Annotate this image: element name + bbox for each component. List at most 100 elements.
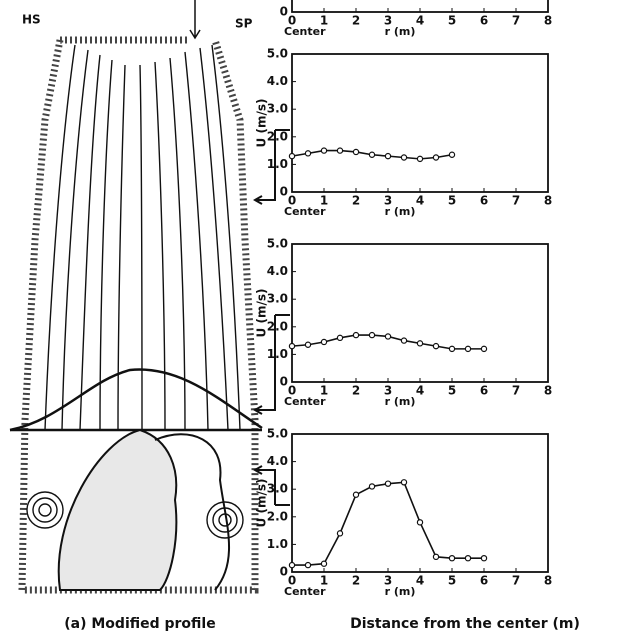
data-point [384, 333, 392, 340]
y-tick-label: 4.0 [267, 454, 288, 468]
data-point [352, 148, 360, 156]
y-tick-label: 0 [280, 565, 288, 579]
flow-lines [44, 44, 241, 431]
figure-caption: Distance from the center (m) [350, 616, 580, 632]
data-point [288, 561, 296, 569]
vortex-right [206, 501, 244, 539]
x-tick-label: 7 [512, 14, 520, 28]
x-axis-label: r (m) [385, 585, 416, 598]
x-tick-label: 0 [288, 14, 296, 28]
x-tick-label: 8 [544, 194, 552, 208]
data-point [320, 147, 328, 154]
x-tick-label: 6 [480, 14, 488, 28]
y-axis-label: U (m/s) [255, 479, 269, 528]
x-axis-label: r (m) [385, 25, 416, 38]
sp-label: SP [235, 17, 253, 31]
x-tick-label: 1 [320, 384, 328, 398]
x-tick-label: 7 [512, 574, 520, 588]
x-tick-label: 3 [384, 574, 392, 588]
y-tick-label: 3.0 [267, 482, 288, 496]
diagram-caption: (a) Modified profile [64, 616, 215, 632]
data-point [416, 155, 424, 163]
data-point [320, 338, 328, 346]
y-tick-label: 5.0 [267, 427, 288, 441]
x-tick-label: 5 [448, 194, 456, 208]
x-tick-label: 4 [416, 384, 424, 398]
x-tick-label: 1 [320, 194, 328, 208]
inlet-arrow [189, 0, 201, 40]
data-point [464, 345, 472, 353]
x-tick-label: 5 [448, 14, 456, 28]
x-tick-label: 6 [480, 574, 488, 588]
x-tick-label: 2 [352, 384, 360, 398]
data-point [304, 150, 312, 157]
data-point [432, 154, 440, 161]
y-tick-label: 4.0 [267, 264, 288, 278]
x-tick-label: 6 [480, 384, 488, 398]
x-tick-label: 8 [544, 14, 552, 28]
x-tick-label: 4 [416, 574, 424, 588]
data-point [448, 555, 456, 562]
y-tick-label: 1.0 [267, 347, 288, 361]
data-point [320, 560, 328, 567]
x-tick-label: 4 [416, 194, 424, 208]
hs-label: HS [22, 13, 41, 27]
data-point [416, 519, 424, 526]
y-axis-label: U (m/s) [255, 99, 269, 148]
data-point [304, 561, 312, 569]
origin-label: Center [284, 205, 326, 218]
data-point [464, 555, 472, 562]
y-tick-label: 2.0 [267, 129, 288, 143]
x-tick-label: 0 [288, 574, 296, 588]
x-tick-label: 8 [544, 384, 552, 398]
x-tick-label: 0 [288, 384, 296, 398]
x-tick-label: 2 [352, 574, 360, 588]
x-tick-label: 6 [480, 194, 488, 208]
data-point [384, 480, 392, 487]
front-line [9, 368, 263, 432]
x-tick-label: 0 [288, 194, 296, 208]
chart: 0 1 2 3 4 5 6 7 8 0 1.0 2.0 3.0 4.0 5.0 Center r (m) U (m… [255, 237, 553, 409]
x-tick-label: 8 [544, 574, 552, 588]
x-tick-label: 2 [352, 14, 360, 28]
data-point [368, 331, 376, 339]
connector-arrows [252, 129, 290, 506]
x-axis-label: r (m) [385, 395, 416, 408]
vortex-left [26, 491, 64, 529]
x-tick-label: 3 [384, 384, 392, 398]
data-point [400, 337, 408, 344]
data-point [352, 331, 360, 339]
data-point [480, 345, 488, 353]
y-tick-label: 4.0 [267, 74, 288, 88]
data-point [384, 152, 392, 160]
data-point [336, 530, 344, 537]
x-tick-label: 3 [384, 14, 392, 28]
y-tick-label: 1.0 [267, 537, 288, 551]
y-tick-label: 0 [280, 185, 288, 199]
y-tick-label: 2.0 [267, 319, 288, 333]
y-tick-label: 3.0 [267, 102, 288, 116]
plot-frame [291, 243, 549, 383]
data-point [432, 342, 440, 350]
core-region [57, 428, 178, 591]
data-point [368, 151, 376, 158]
x-tick-label: 1 [320, 574, 328, 588]
y-tick-label: 3.0 [267, 292, 288, 306]
chart: 0 1 2 3 4 5 6 7 8 0 1.0 2.0 3.0 4.0 5.0 Center r (m) U (m… [255, 47, 553, 219]
x-tick-label: 5 [448, 574, 456, 588]
x-tick-label: 5 [448, 384, 456, 398]
plot-frame [291, 53, 549, 193]
data-point [432, 553, 440, 561]
data-point [304, 341, 312, 348]
data-point [480, 555, 488, 562]
x-tick-label: 1 [320, 14, 328, 28]
y-axis-label: U (m/s) [255, 289, 269, 338]
data-point [400, 154, 408, 161]
data-point [368, 483, 376, 490]
star-border [18, 36, 259, 594]
data-point [400, 479, 408, 486]
y-tick-label: 1.0 [267, 157, 288, 171]
x-tick-label: 3 [384, 194, 392, 208]
